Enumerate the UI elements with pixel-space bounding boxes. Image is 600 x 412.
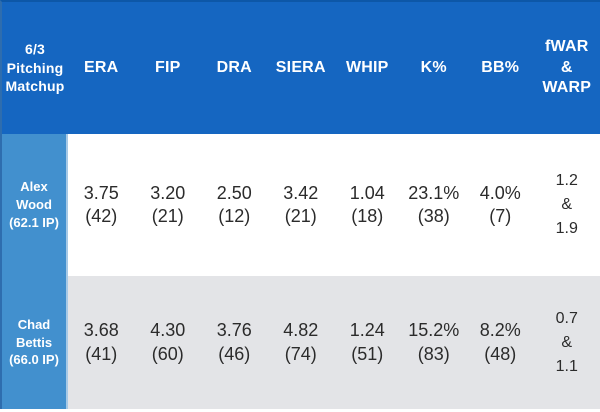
- stat-cell-whip: 1.24 (51): [349, 320, 385, 364]
- pitcher-name: Chad Bettis: [15, 316, 53, 350]
- header-cell-whip: WHIP: [345, 59, 389, 76]
- stat-cell-fip: 4.30 (60): [150, 320, 186, 364]
- header-cell-siera: SIERA: [275, 59, 326, 76]
- stat-cell-fwar-warp: 0.7 & 1.1: [555, 309, 578, 375]
- header-cell-fwar-warp: fWAR & WARP: [542, 38, 592, 97]
- stat-cell-era: 3.68 (41): [83, 320, 119, 364]
- pitcher-cell: Alex Wood (62.1 IP): [2, 134, 68, 276]
- header-cell-bbpct: BB%: [481, 59, 520, 76]
- stat-cell-fip: 3.20 (21): [150, 182, 186, 226]
- stat-cell-era: 3.75 (42): [83, 182, 119, 226]
- stat-cell-siera: 4.82 (74): [283, 320, 319, 364]
- header-cell-matchup: 6/3 Pitching Matchup: [2, 2, 68, 134]
- stat-cell-kpct: 23.1% (38): [408, 182, 460, 226]
- stat-cell-bbpct: 4.0% (7): [479, 182, 521, 226]
- header-cell-fip: FIP: [155, 59, 181, 76]
- header-cell-dra: DRA: [216, 59, 252, 76]
- stat-cell-siera: 3.42 (21): [283, 182, 319, 226]
- stat-cell-dra: 3.76 (46): [216, 320, 252, 364]
- table-row-alex-wood: Alex Wood (62.1 IP) 3.75 (42) 3.20 (21) …: [2, 134, 600, 276]
- table-row-chad-bettis: Chad Bettis (66.0 IP) 3.68 (41) 4.30 (60…: [2, 276, 600, 409]
- header-cell-kpct: K%: [420, 59, 447, 76]
- stat-cell-bbpct: 8.2% (48): [479, 320, 521, 364]
- stat-cell-fwar-warp: 1.2 & 1.9: [555, 172, 578, 237]
- stat-cell-whip: 1.04 (18): [349, 182, 385, 226]
- pitcher-innings: (66.0 IP): [9, 352, 59, 368]
- stat-cell-kpct: 15.2% (83): [408, 320, 460, 364]
- matchup-label: 6/3 Pitching Matchup: [5, 41, 65, 95]
- table-header-row: 6/3 Pitching Matchup ERA FIP DRA SIERA W…: [2, 2, 600, 134]
- stat-cell-dra: 2.50 (12): [216, 182, 252, 226]
- pitcher-name: Alex Wood: [16, 179, 52, 213]
- pitcher-innings: (62.1 IP): [9, 214, 59, 230]
- pitcher-cell: Chad Bettis (66.0 IP): [2, 276, 68, 409]
- header-cell-era: ERA: [84, 59, 119, 76]
